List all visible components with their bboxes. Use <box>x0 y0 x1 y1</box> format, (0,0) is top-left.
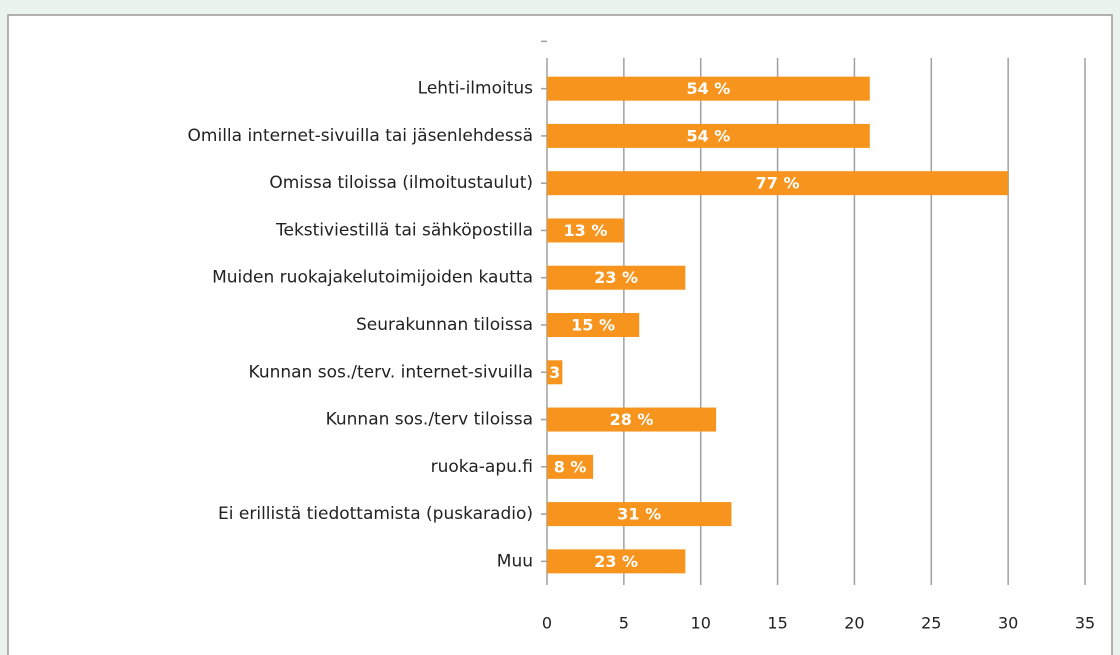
value-label: 13 % <box>563 221 607 240</box>
bar <box>547 502 732 527</box>
y-tick-label: Omissa tiloissa (ilmoitustaulut) <box>269 173 533 193</box>
x-tick-label: 10 <box>691 614 711 633</box>
y-tick-label: Ei erillistä tiedottamista (puskaradio) <box>218 504 533 524</box>
value-label: 54 % <box>686 126 730 145</box>
bar <box>547 265 686 290</box>
x-tick-label: 0 <box>542 614 552 633</box>
value-label: 8 % <box>554 457 587 476</box>
y-tick-label: Muu <box>497 551 533 571</box>
bar <box>547 171 1009 196</box>
value-label: 31 % <box>617 505 661 524</box>
y-tick-label: Seurakunnan tiloissa <box>356 315 533 335</box>
bar <box>547 360 563 385</box>
x-tick-label: 5 <box>619 614 629 633</box>
bar <box>547 218 624 243</box>
y-tick-label: Tekstiviestillä tai sähköpostilla <box>275 220 533 240</box>
x-tick-label: 25 <box>921 614 941 633</box>
bar <box>547 123 870 148</box>
y-tick-label: Muiden ruokajakelutoimijoiden kautta <box>212 268 533 288</box>
y-tick-label: Omilla internet-sivuilla tai jäsenlehdes… <box>188 126 533 146</box>
bar <box>547 313 640 337</box>
value-label: 23 % <box>594 552 638 571</box>
x-tick-label: 30 <box>998 614 1018 633</box>
value-label: 23 % <box>594 268 638 287</box>
value-label: 15 % <box>571 316 615 335</box>
x-tick-label: 20 <box>844 614 864 633</box>
y-tick-label: Kunnan sos./terv tiloissa <box>326 410 533 430</box>
value-label: 28 % <box>610 410 654 429</box>
value-label: 54 % <box>686 79 730 98</box>
x-tick-label: 35 <box>1075 614 1095 633</box>
y-tick-label: ruoka-apu.fi <box>431 457 533 477</box>
y-tick-label: Kunnan sos./terv. internet-sivuilla <box>249 362 533 382</box>
y-tick-label: Lehti-ilmoitus <box>418 79 533 99</box>
bar <box>547 76 870 101</box>
bar <box>547 407 717 432</box>
x-tick-label: 15 <box>767 614 787 633</box>
bar <box>547 454 594 479</box>
value-label: 77 % <box>756 174 800 193</box>
value-label: 3 <box>549 363 560 382</box>
bar <box>547 549 686 574</box>
